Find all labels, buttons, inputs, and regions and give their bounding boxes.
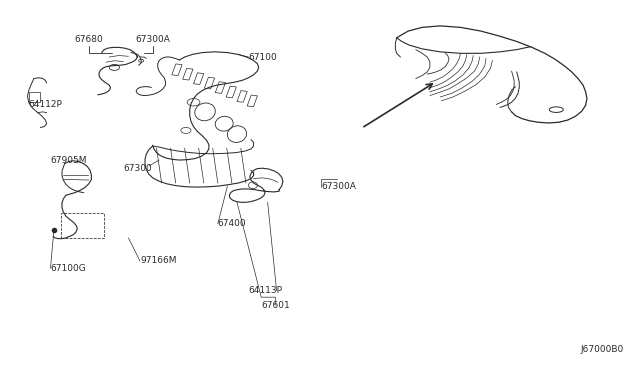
Text: 97166M: 97166M	[140, 256, 177, 265]
Text: 67100: 67100	[248, 52, 277, 61]
Text: 64113P: 64113P	[248, 286, 282, 295]
Text: 67300A: 67300A	[321, 182, 356, 191]
Text: 67300A: 67300A	[135, 35, 170, 44]
Text: 67905M: 67905M	[51, 156, 87, 165]
Bar	[215, 82, 225, 93]
Text: 67601: 67601	[261, 301, 290, 310]
Text: 67300: 67300	[124, 164, 152, 173]
Text: J67000B0: J67000B0	[580, 345, 624, 354]
Bar	[29, 92, 40, 102]
Bar	[172, 64, 182, 76]
Bar	[182, 68, 193, 80]
Bar	[226, 86, 236, 98]
Bar	[193, 73, 204, 84]
Bar	[237, 91, 247, 102]
Text: 67680: 67680	[74, 35, 103, 44]
Bar	[61, 213, 104, 238]
Bar	[247, 95, 257, 107]
Bar	[204, 77, 214, 89]
Text: 67100G: 67100G	[51, 264, 86, 273]
Text: 64112P: 64112P	[29, 100, 63, 109]
Text: 67400: 67400	[218, 219, 246, 228]
